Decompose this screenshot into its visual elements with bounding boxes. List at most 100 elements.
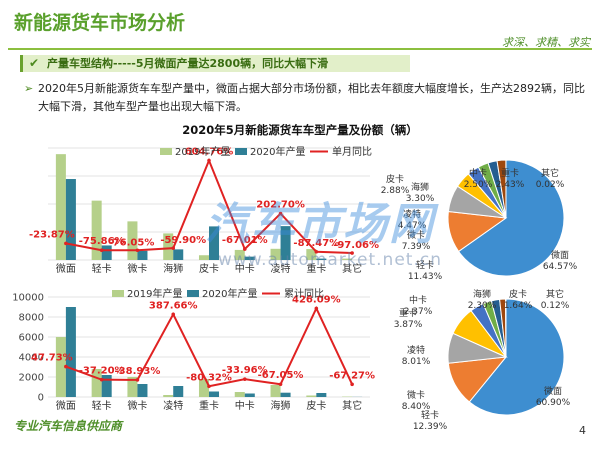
pie-category-label: 微面: [551, 249, 569, 261]
bar-2020: [137, 384, 148, 397]
yoy-point: [171, 312, 176, 317]
x-tick-label: 其它: [342, 399, 362, 412]
x-tick-label: 皮卡: [199, 262, 219, 275]
summary-text: 2020年5月新能源货车车型产量中，微面占据大部分市场份额，相比去年额度大幅度增…: [38, 82, 585, 113]
yoy-label: -67.05%: [258, 370, 304, 381]
pie-percent-label: 2.43%: [496, 180, 525, 190]
pie-percent-label: 60.90%: [536, 398, 571, 408]
bar-2019: [270, 248, 281, 260]
bar-2020: [316, 393, 327, 397]
x-tick-label: 皮卡: [306, 399, 326, 412]
yoy-point: [64, 364, 68, 369]
pie-slice: [457, 159, 565, 277]
bar-2020: [137, 250, 148, 260]
pie-percent-label: 11.43%: [408, 272, 443, 282]
y-tick-label: 0: [38, 393, 44, 404]
section-heading: 产量车型结构-----5月微面产量达2800辆，同比大幅下滑: [47, 57, 329, 70]
yoy-point: [242, 377, 247, 381]
x-tick-label: 微面: [56, 399, 76, 412]
watermark-url: www.automarket.net.cn: [218, 250, 442, 270]
y-tick-label: 10000: [12, 293, 44, 304]
yoy-label: -67.27%: [329, 370, 375, 381]
header-rule: [8, 48, 592, 50]
pie-percent-label: 2.30%: [468, 301, 497, 311]
bar-2019: [163, 233, 174, 260]
section-heading-bar: ✔ 产量车型结构-----5月微面产量达2800辆，同比大幅下滑: [20, 55, 410, 72]
pie-category-label: 微卡: [407, 229, 425, 241]
yoy-label: 604.76%: [185, 147, 234, 158]
bar-2019: [198, 379, 209, 397]
bar-2019: [127, 377, 138, 397]
legend-label: 单月同比: [332, 146, 372, 158]
pie-category-label: 海狮: [473, 288, 491, 300]
pie-category-label: 微面: [544, 385, 562, 397]
bar-2019: [91, 200, 102, 260]
y-tick-label: 4000: [19, 353, 44, 364]
bar-2020: [173, 249, 184, 260]
page-title: 新能源货车市场分析: [14, 12, 186, 34]
x-tick-label: 轻卡: [92, 262, 112, 275]
yoy-point: [99, 248, 104, 253]
pie-percent-label: 3.30%: [406, 194, 435, 204]
bar-2019: [270, 385, 281, 397]
pie-category-label: 海狮: [411, 181, 429, 193]
yoy-point: [314, 306, 319, 311]
x-tick-label: 微面: [56, 262, 76, 275]
bar-2020: [65, 179, 76, 260]
bar-2019: [306, 249, 317, 260]
pie-category-label: 重卡: [501, 167, 519, 179]
yoy-label: -33.96%: [222, 365, 268, 376]
legend-label: 2019年产量: [127, 287, 182, 300]
x-tick-label: 微卡: [127, 399, 147, 412]
pie-percent-label: 3.87%: [394, 320, 423, 330]
yoy-label: -97.06%: [333, 240, 379, 251]
bar-2019: [234, 392, 245, 397]
pie-category-label: 微卡: [407, 389, 425, 401]
yoy-label: -23.87%: [29, 229, 75, 240]
legend-label: 累计同比: [284, 287, 324, 300]
pie-slice: [468, 298, 565, 416]
pie-category-label: 凌特: [407, 344, 425, 356]
x-tick-label: 凌特: [163, 399, 183, 412]
bar-2019: [342, 258, 353, 260]
bar-2020: [280, 226, 291, 260]
bar-2019: [198, 255, 209, 260]
yoy-point: [242, 247, 247, 251]
pie-percent-label: 2.50%: [464, 180, 493, 190]
x-tick-label: 微卡: [127, 262, 147, 275]
bar-2020: [209, 391, 220, 397]
yoy-point: [207, 384, 211, 389]
yoy-point: [207, 158, 211, 163]
x-tick-label: 其它: [342, 262, 362, 275]
bar-2020: [244, 393, 255, 397]
x-tick-label: 重卡: [199, 399, 219, 412]
pie-category-label: 凌特: [403, 208, 421, 220]
arrow-bullet-icon: ➢: [24, 82, 34, 95]
y-tick-label: 6000: [19, 333, 44, 344]
yoy-point: [350, 382, 354, 387]
pie-category-label: 轻卡: [416, 259, 434, 271]
pie-category-label: 重卡: [399, 307, 417, 319]
pie-category-label: 轻卡: [421, 409, 439, 421]
pie-percent-label: 1.64%: [504, 301, 533, 311]
slogan: 求深、求精、求实: [502, 36, 590, 49]
pie-category-label: 皮卡: [386, 173, 404, 185]
y-tick-label: 8000: [19, 313, 44, 324]
pie-percent-label: 2.88%: [381, 186, 410, 196]
pie-category-label: 其它: [541, 167, 559, 179]
bar-2020: [101, 375, 112, 397]
pie-category-label: 中卡: [409, 294, 427, 306]
yoy-label: -75.86%: [79, 236, 125, 247]
yoy-point: [278, 382, 283, 387]
yoy-label: -76.05%: [109, 237, 155, 248]
y-tick-label: 2000: [19, 373, 44, 384]
bar-2019: [55, 154, 66, 260]
x-tick-label: 中卡: [235, 262, 255, 275]
x-tick-label: 轻卡: [92, 399, 112, 412]
yoy-point: [99, 377, 104, 382]
bar-2019: [91, 369, 102, 397]
bar-2019: [55, 337, 66, 397]
bar-2020: [101, 245, 112, 260]
x-tick-label: 中卡: [235, 399, 255, 412]
bar-2020: [65, 307, 76, 397]
